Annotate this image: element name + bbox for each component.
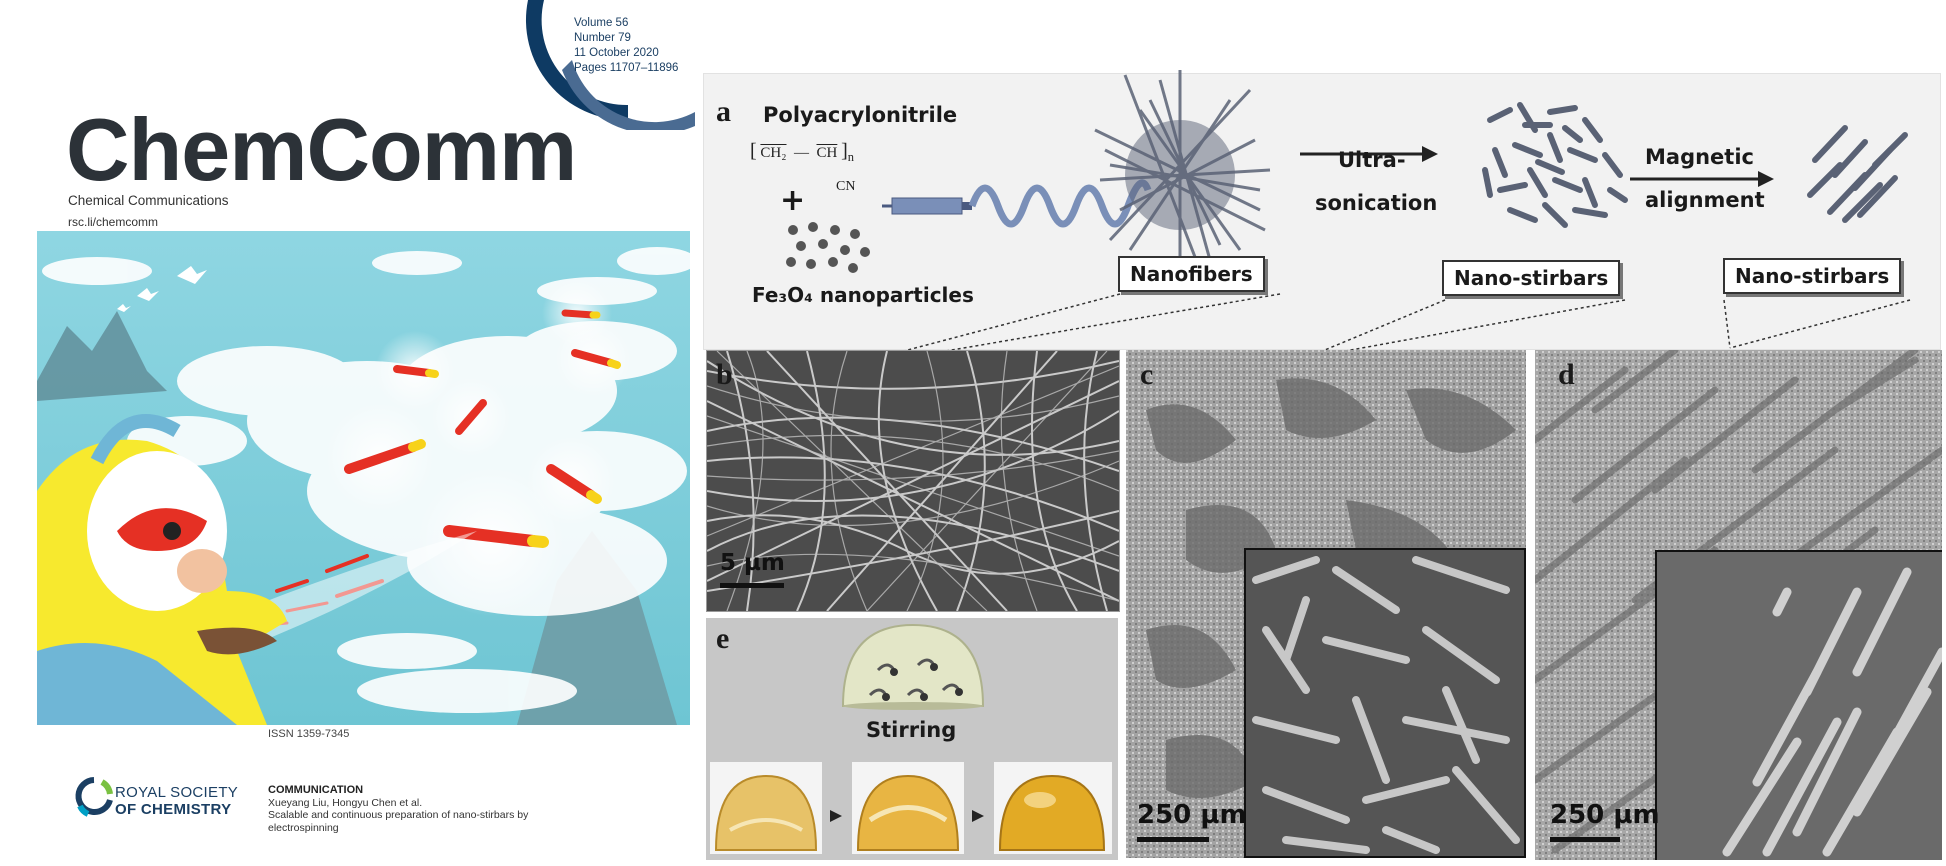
article-title: Scalable and continuous preparation of n… xyxy=(268,809,529,834)
journal-url[interactable]: rsc.li/chemcomm xyxy=(68,215,159,229)
sem-image-nanofibers xyxy=(706,350,1120,612)
step1-line2: sonication xyxy=(1315,191,1438,215)
arrow-magnetic-alignment xyxy=(1630,171,1774,187)
panel-b-scale-label: 5 µm xyxy=(720,550,785,576)
nanoparticles-icon xyxy=(786,222,870,273)
arrow-ultrasonication xyxy=(1300,146,1438,162)
article-type: COMMUNICATION xyxy=(268,784,364,796)
article-authors: Xueyang Liu, Hongyu Chen et al. xyxy=(268,796,423,809)
rsc-logo-icon xyxy=(75,777,113,817)
step2-line2: alignment xyxy=(1645,188,1765,212)
stirbars-random-graphic xyxy=(1482,102,1628,228)
panel-c-scale-label: 250 µm xyxy=(1137,800,1247,830)
plus-sign: + xyxy=(780,183,806,218)
issn: ISSN 1359-7345 xyxy=(268,728,350,740)
formula-ch2: CH₂ xyxy=(760,145,787,161)
stirbars-aligned-graphic xyxy=(1807,125,1908,223)
formula-cn: CN xyxy=(836,179,856,194)
panel-c-scale-bar xyxy=(1137,837,1209,842)
formula-n: n xyxy=(847,150,855,164)
panel-b-scale-bar xyxy=(720,583,784,588)
issue-pages: Pages 11707–11896 xyxy=(574,62,679,74)
panel-c-inset xyxy=(1244,548,1526,858)
callout-dotted-lines xyxy=(899,293,1911,353)
droplet-stirring-icon xyxy=(841,623,985,710)
issue-number: Number 79 xyxy=(574,32,631,44)
electrospinning-graphic xyxy=(882,70,1271,270)
panel-e-label: e xyxy=(716,622,730,655)
panel-d-label: d xyxy=(1558,358,1575,391)
step1-line1: Ultra- xyxy=(1338,148,1406,172)
panel-d-inset xyxy=(1655,550,1942,860)
issue-date: 11 October 2020 xyxy=(574,47,659,59)
panel-d-scale-label: 250 µm xyxy=(1550,800,1660,830)
formula-ch: CH xyxy=(816,145,838,161)
cover-illustration xyxy=(37,231,690,725)
box-nanofibers: Nanofibers xyxy=(1118,256,1265,292)
panel-c-label: c xyxy=(1140,358,1154,391)
box-nano-stirbars-1: Nano-stirbars xyxy=(1442,260,1621,296)
nanoparticles-label: Fe₃O₄ nanoparticles xyxy=(752,283,974,307)
publisher-line2: OF CHEMISTRY xyxy=(115,801,232,818)
box-nano-stirbars-2: Nano-stirbars xyxy=(1723,258,1902,294)
journal-subtitle: Chemical Communications xyxy=(68,193,229,208)
issue-arc-graphic xyxy=(525,0,695,130)
droplet-sequence xyxy=(710,762,1112,854)
sem-image-stirbars-aligned xyxy=(1535,350,1942,860)
panel-a-label: a xyxy=(716,95,731,128)
step2-line1: Magnetic xyxy=(1645,145,1754,169)
issue-volume: Volume 56 xyxy=(574,17,629,29)
sem-image-stirbars-random xyxy=(1126,350,1526,858)
publisher-line1: ROYAL SOCIETY xyxy=(115,784,239,801)
polymer-name: Polyacrylonitrile xyxy=(763,103,958,127)
publisher-name: ROYAL SOCIETY OF CHEMISTRY xyxy=(115,784,238,818)
stirring-label: Stirring xyxy=(866,718,957,742)
article-info: COMMUNICATION Xueyang Liu, Hongyu Chen e… xyxy=(268,784,538,834)
journal-title: ChemComm xyxy=(66,100,577,199)
panel-b-label: b xyxy=(716,358,733,391)
panel-d-scale-bar xyxy=(1550,837,1620,842)
polymer-formula: [ CH₂ — CH ]n xyxy=(750,140,855,164)
issue-info: Volume 56 Number 79 11 October 2020 Page… xyxy=(574,16,678,76)
